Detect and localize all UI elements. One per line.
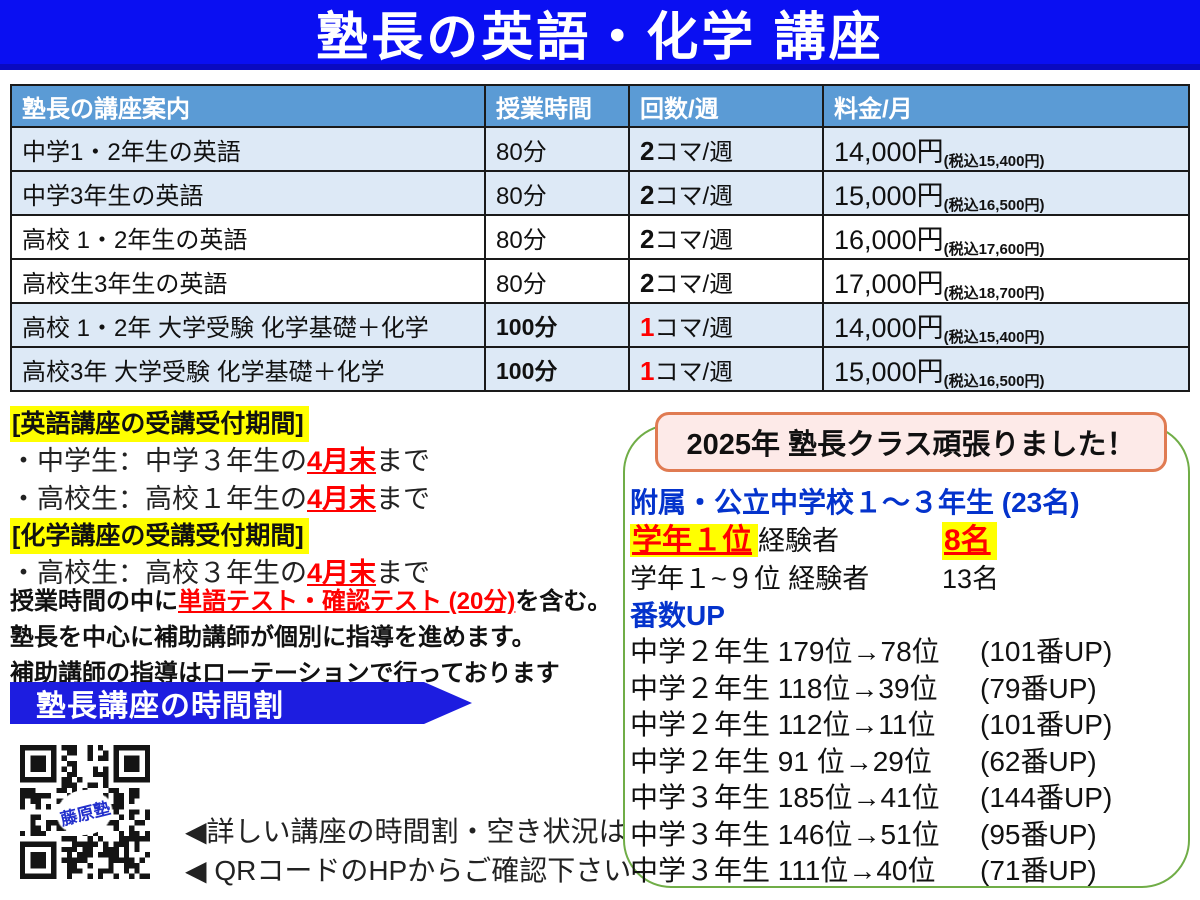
course-row: 高校生3年生の英語 80分 2コマ/週 17,000円(税込18,700円)	[10, 258, 1190, 304]
period-item: ・高校生：高校３年生の4月末まで	[10, 558, 431, 588]
chemistry-period-title: [化学講座の受講受付期間]	[10, 518, 309, 554]
course-count: 2コマ/週	[628, 170, 824, 216]
course-duration: 100分	[484, 346, 630, 392]
improvement-row: 中学２年生 91 位→29位 (62番UP)	[630, 745, 1097, 777]
rank19-line: 学年１~９位 経験者 13名	[630, 560, 1186, 598]
rank1-count: 8名	[942, 522, 997, 560]
col-header-price: 料金/月	[822, 84, 1190, 128]
schedule-banner-label: 塾長講座の時間割	[36, 690, 284, 723]
improvement-row: 中学２年生 179位→78位 (101番UP)	[630, 636, 1113, 667]
qr-instruction-line: ◀ QRコードのHPからご確認下さい	[185, 855, 632, 886]
page-title: 塾長の英語・化学 講座	[316, 8, 884, 67]
col-header-duration: 授業時間	[484, 84, 630, 128]
improvement-row: 中学３年生 185位→41位 (144番UP)	[630, 782, 1113, 813]
course-count: 2コマ/週	[628, 126, 824, 172]
course-name: 高校3年 大学受験 化学基礎＋化学	[10, 346, 486, 392]
rank1-highlight: 学年１位	[630, 524, 758, 557]
course-duration: 80分	[484, 170, 630, 216]
course-duration: 80分	[484, 214, 630, 260]
improvement-row: 中学２年生 118位→39位 (79番UP)	[630, 672, 1097, 704]
notes-paragraph: 授業時間の中に単語テスト・確認テスト (20分)を含む。 塾長を中心に補助講師が…	[10, 584, 635, 692]
qr-code: 藤原塾	[20, 745, 150, 879]
course-name: 高校生3年生の英語	[10, 258, 486, 304]
course-name: 中学1・2年生の英語	[10, 126, 486, 172]
qr-pattern	[20, 745, 150, 879]
english-period-title: [英語講座の受講受付期間]	[10, 406, 309, 442]
results-content: 附属・公立中学校１～３年生 (23名) 学年１位 経験者 8名 学年１~９位 経験…	[630, 484, 1186, 890]
col-header-course: 塾長の講座案内	[10, 84, 486, 128]
results-card	[623, 424, 1190, 888]
notes-line-1: 授業時間の中に単語テスト・確認テスト (20分)を含む。	[10, 588, 612, 615]
school-line: 附属・公立中学校１～３年生 (23名)	[630, 487, 1080, 518]
course-duration: 100分	[484, 302, 630, 348]
course-price: 14,000円(税込15,400円)	[822, 302, 1190, 348]
course-duration: 80分	[484, 126, 630, 172]
course-row: 高校 1・2年生の英語 80分 2コマ/週 16,000円(税込17,600円)	[10, 214, 1190, 260]
course-count: 2コマ/週	[628, 214, 824, 260]
rank1-line: 学年１位 経験者 8名	[630, 522, 1186, 560]
course-price: 17,000円(税込18,700円)	[822, 258, 1190, 304]
course-price: 16,000円(税込17,600円)	[822, 214, 1190, 260]
results-badge: 2025年 塾長クラス頑張りました！	[655, 412, 1167, 472]
period-item: ・高校生：高校１年生の4月末まで	[10, 484, 431, 514]
course-price: 15,000円(税込16,500円)	[822, 346, 1190, 392]
course-row: 中学3年生の英語 80分 2コマ/週 15,000円(税込16,500円)	[10, 170, 1190, 216]
course-name: 高校 1・2年 大学受験 化学基礎＋化学	[10, 302, 486, 348]
rank19-count: 13名	[942, 564, 1000, 594]
course-price: 15,000円(税込16,500円)	[822, 170, 1190, 216]
qr-instructions: ◀詳しい講座の時間割・空き状況は ◀ QRコードのHPからご確認下さい	[185, 812, 631, 890]
course-row: 高校 1・2年 大学受験 化学基礎＋化学 100分 1コマ/週 14,000円(…	[10, 302, 1190, 348]
course-count: 1コマ/週	[628, 302, 824, 348]
course-table: 塾長の講座案内 授業時間 回数/週 料金/月 中学1・2年生の英語 80分 2コ…	[10, 84, 1190, 392]
qr-instruction-line: ◀詳しい講座の時間割・空き状況は	[185, 816, 627, 847]
notes-line-2: 塾長を中心に補助講師が個別に指導を進めます。	[10, 624, 536, 651]
course-row: 高校3年 大学受験 化学基礎＋化学 100分 1コマ/週 15,000円(税込1…	[10, 346, 1190, 392]
col-header-count: 回数/週	[628, 84, 824, 128]
course-count: 2コマ/週	[628, 258, 824, 304]
title-banner: 塾長の英語・化学 講座	[0, 0, 1200, 70]
improvement-row: 中学３年生 146位→51位 (95番UP)	[630, 818, 1097, 850]
rankup-title: 番数UP	[630, 600, 725, 631]
course-row: 中学1・2年生の英語 80分 2コマ/週 14,000円(税込15,400円)	[10, 126, 1190, 172]
improvement-row: 中学２年生 112位→11位 (101番UP)	[630, 709, 1113, 740]
course-price: 14,000円(税込15,400円)	[822, 126, 1190, 172]
course-count: 1コマ/週	[628, 346, 824, 392]
reception-section: [英語講座の受講受付期間] ・中学生：中学３年生の4月末まで ・高校生：高校１年…	[10, 406, 620, 592]
period-item: ・中学生：中学３年生の4月末まで	[10, 446, 431, 476]
table-header-row: 塾長の講座案内 授業時間 回数/週 料金/月	[10, 84, 1190, 128]
course-name: 中学3年生の英語	[10, 170, 486, 216]
course-duration: 80分	[484, 258, 630, 304]
results-badge-label: 2025年 塾長クラス頑張りました！	[686, 429, 1136, 461]
course-name: 高校 1・2年生の英語	[10, 214, 486, 260]
improvement-row: 中学３年生 111位→40位 (71番UP)	[630, 855, 1097, 886]
schedule-arrow-banner: 塾長講座の時間割	[10, 682, 472, 724]
